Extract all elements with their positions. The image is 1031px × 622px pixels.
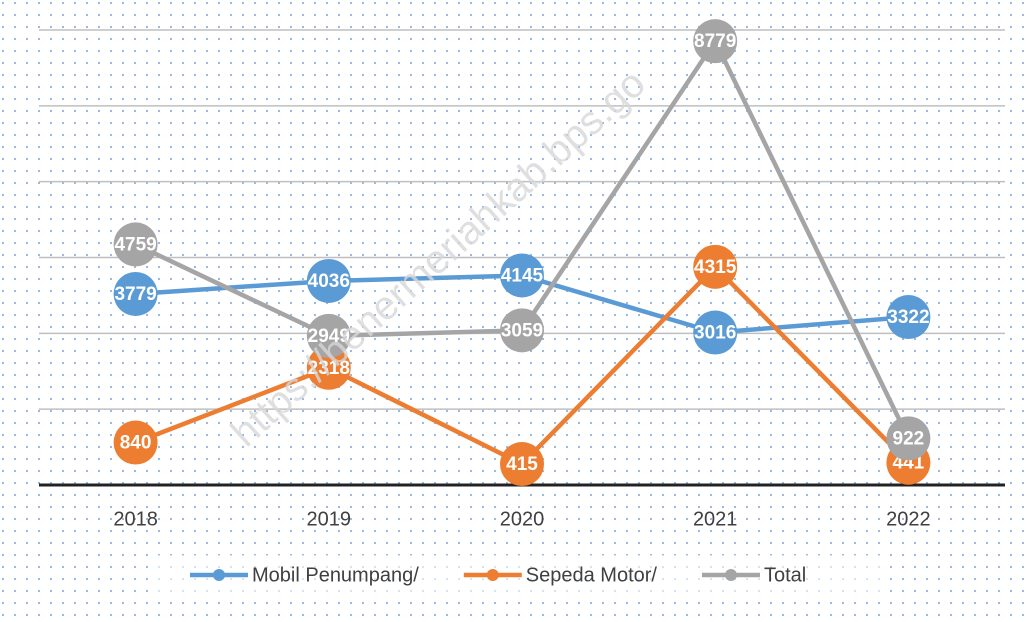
marker <box>306 345 351 390</box>
legend-marker <box>486 569 499 581</box>
data-label: 2318 <box>308 358 350 379</box>
marker <box>886 295 931 340</box>
data-label: 4036 <box>308 271 350 292</box>
data-label: 8779 <box>694 31 736 52</box>
legend-label: Total <box>764 564 806 586</box>
x-tick-label: 2021 <box>693 508 738 530</box>
marker <box>113 222 158 267</box>
legend-marker <box>213 569 225 581</box>
legend-label: Mobil Penumpang/ <box>252 564 419 586</box>
marker <box>693 19 738 64</box>
data-label: 4145 <box>501 265 544 286</box>
x-tick-label: 2018 <box>113 508 158 530</box>
marker <box>500 442 544 487</box>
data-label: 2949 <box>308 326 350 347</box>
marker <box>500 308 544 353</box>
marker <box>306 258 351 303</box>
marker <box>500 253 544 298</box>
marker <box>113 271 158 316</box>
data-label: 840 <box>120 433 152 454</box>
legend-label: Sepeda Motor/ <box>526 564 658 586</box>
marker <box>693 244 738 289</box>
data-label: 3059 <box>501 320 543 341</box>
x-tick-label: 2022 <box>886 508 931 530</box>
data-label: 922 <box>893 428 925 449</box>
data-label: 3322 <box>887 307 929 328</box>
x-tick-label: 2020 <box>500 508 545 530</box>
data-label: 3779 <box>114 284 156 305</box>
data-label: 4315 <box>694 257 737 278</box>
marker <box>306 313 351 358</box>
marker <box>113 420 158 465</box>
data-label: 4759 <box>114 234 156 255</box>
legend-marker <box>724 569 737 581</box>
data-label: 415 <box>506 454 538 475</box>
data-label: 3016 <box>694 323 736 344</box>
marker <box>886 416 931 461</box>
marker <box>693 310 738 355</box>
x-tick-label: 2019 <box>307 508 352 530</box>
